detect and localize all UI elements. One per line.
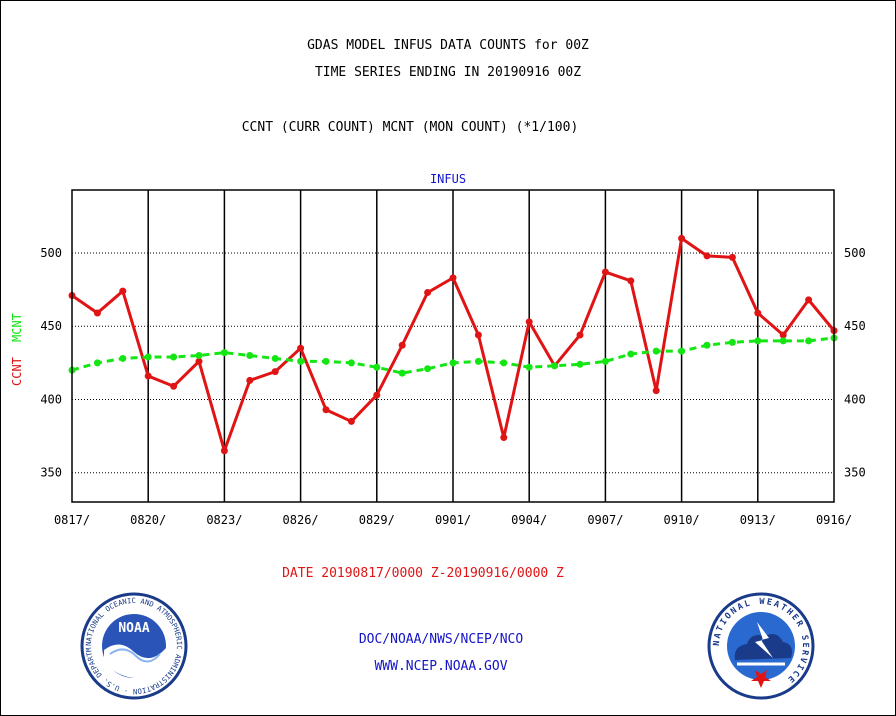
data-point-mcnt bbox=[474, 357, 482, 365]
data-point-mcnt bbox=[347, 359, 355, 367]
data-point-mcnt bbox=[551, 362, 559, 370]
data-point-mcnt bbox=[424, 365, 432, 373]
noaa-logo: NATIONAL OCEANIC AND ATMOSPHERIC ADMINIS… bbox=[80, 592, 188, 700]
x-tick-label: 0907/ bbox=[587, 513, 623, 527]
website-link[interactable]: WWW.NCEP.NOAA.GOV bbox=[374, 659, 508, 674]
data-point-ccnt bbox=[322, 406, 330, 414]
data-point-ccnt bbox=[246, 376, 254, 384]
data-point-mcnt bbox=[576, 360, 584, 368]
data-point-mcnt bbox=[728, 338, 736, 346]
noaa-logo-text: NOAA bbox=[118, 621, 149, 636]
x-tick-label: 0829/ bbox=[359, 513, 395, 527]
data-point-ccnt bbox=[398, 341, 406, 349]
data-point-ccnt bbox=[170, 382, 178, 390]
data-point-ccnt bbox=[195, 357, 203, 365]
data-point-mcnt bbox=[398, 369, 406, 377]
plot-area-frame bbox=[71, 189, 835, 503]
grid-layer bbox=[72, 190, 834, 502]
data-point-mcnt bbox=[297, 357, 305, 365]
data-point-ccnt bbox=[576, 331, 584, 339]
data-point-ccnt bbox=[93, 309, 101, 317]
data-point-mcnt bbox=[144, 353, 152, 361]
data-point-mcnt bbox=[601, 357, 609, 365]
data-point-mcnt bbox=[119, 354, 127, 362]
data-point-mcnt bbox=[500, 359, 508, 367]
y-tick-label-left: 350 bbox=[40, 466, 62, 480]
chart-title: INFUS bbox=[429, 172, 467, 186]
data-point-ccnt bbox=[805, 296, 813, 304]
data-point-mcnt bbox=[170, 353, 178, 361]
org-path-link[interactable]: DOC/NOAA/NWS/NCEP/NCO bbox=[358, 632, 524, 647]
data-point-mcnt bbox=[703, 341, 711, 349]
data-point-ccnt bbox=[220, 447, 228, 455]
data-point-ccnt bbox=[627, 277, 635, 285]
nws-logo: NATIONAL WEATHER SERVICE bbox=[707, 592, 815, 700]
data-point-ccnt bbox=[119, 287, 127, 295]
data-point-ccnt bbox=[703, 252, 711, 260]
figure-title-line-3: CCNT (CURR COUNT) MCNT (MON COUNT) (*1/1… bbox=[241, 120, 579, 135]
y-tick-label-left: 500 bbox=[40, 246, 62, 260]
x-tick-label: 0901/ bbox=[435, 513, 471, 527]
data-point-ccnt bbox=[500, 434, 508, 442]
data-point-mcnt bbox=[678, 347, 686, 355]
data-point-mcnt bbox=[449, 359, 457, 367]
data-point-mcnt bbox=[220, 349, 228, 357]
data-point-mcnt bbox=[246, 352, 254, 360]
data-point-mcnt bbox=[805, 337, 813, 345]
data-point-ccnt bbox=[297, 344, 305, 352]
data-point-ccnt bbox=[601, 268, 609, 276]
data-point-ccnt bbox=[424, 289, 432, 297]
date-range-label: DATE 20190817/0000 Z-20190916/0000 Z bbox=[282, 566, 564, 581]
data-point-ccnt bbox=[449, 274, 457, 282]
x-tick-label: 0817/ bbox=[54, 513, 90, 527]
data-point-mcnt bbox=[271, 354, 279, 362]
y-tick-label-right: 500 bbox=[844, 246, 866, 260]
data-point-mcnt bbox=[652, 347, 660, 355]
data-point-ccnt bbox=[271, 368, 279, 376]
data-point-ccnt bbox=[474, 331, 482, 339]
data-point-mcnt bbox=[779, 337, 787, 345]
data-point-mcnt bbox=[525, 363, 533, 371]
data-point-mcnt bbox=[93, 359, 101, 367]
data-point-ccnt bbox=[754, 309, 762, 317]
y-tick-label-left: 450 bbox=[40, 319, 62, 333]
data-point-ccnt bbox=[678, 234, 686, 242]
data-point-mcnt bbox=[754, 337, 762, 345]
data-point-ccnt bbox=[779, 331, 787, 339]
y-tick-label-right: 400 bbox=[844, 392, 866, 406]
data-point-ccnt bbox=[373, 391, 381, 399]
tick-label-layer: 350 350 400 400 450 450 500 500 0817/0820/0823/0… bbox=[40, 246, 865, 527]
x-tick-label: 0820/ bbox=[130, 513, 166, 527]
x-tick-label: 0823/ bbox=[206, 513, 242, 527]
data-point-mcnt bbox=[322, 357, 330, 365]
x-tick-label: 0826/ bbox=[283, 513, 319, 527]
y-tick-label-left: 400 bbox=[40, 392, 62, 406]
data-point-mcnt bbox=[195, 352, 203, 360]
data-point-ccnt bbox=[347, 417, 355, 425]
x-tick-label: 0916/ bbox=[816, 513, 852, 527]
x-tick-label: 0910/ bbox=[664, 513, 700, 527]
y-tick-label-right: 350 bbox=[844, 466, 866, 480]
figure-title-line-2: TIME SERIES ENDING IN 20190916 00Z bbox=[314, 65, 582, 80]
x-tick-label: 0913/ bbox=[740, 513, 776, 527]
data-point-ccnt bbox=[144, 372, 152, 380]
data-point-mcnt bbox=[373, 363, 381, 371]
data-point-ccnt bbox=[728, 253, 736, 261]
x-tick-label: 0904/ bbox=[511, 513, 547, 527]
data-point-ccnt bbox=[525, 318, 533, 326]
figure-title-line-1: GDAS MODEL INFUS DATA COUNTS for 00Z bbox=[307, 38, 589, 53]
y-tick-label-right: 450 bbox=[844, 319, 866, 333]
data-point-mcnt bbox=[627, 350, 635, 358]
data-point-ccnt bbox=[652, 387, 660, 395]
